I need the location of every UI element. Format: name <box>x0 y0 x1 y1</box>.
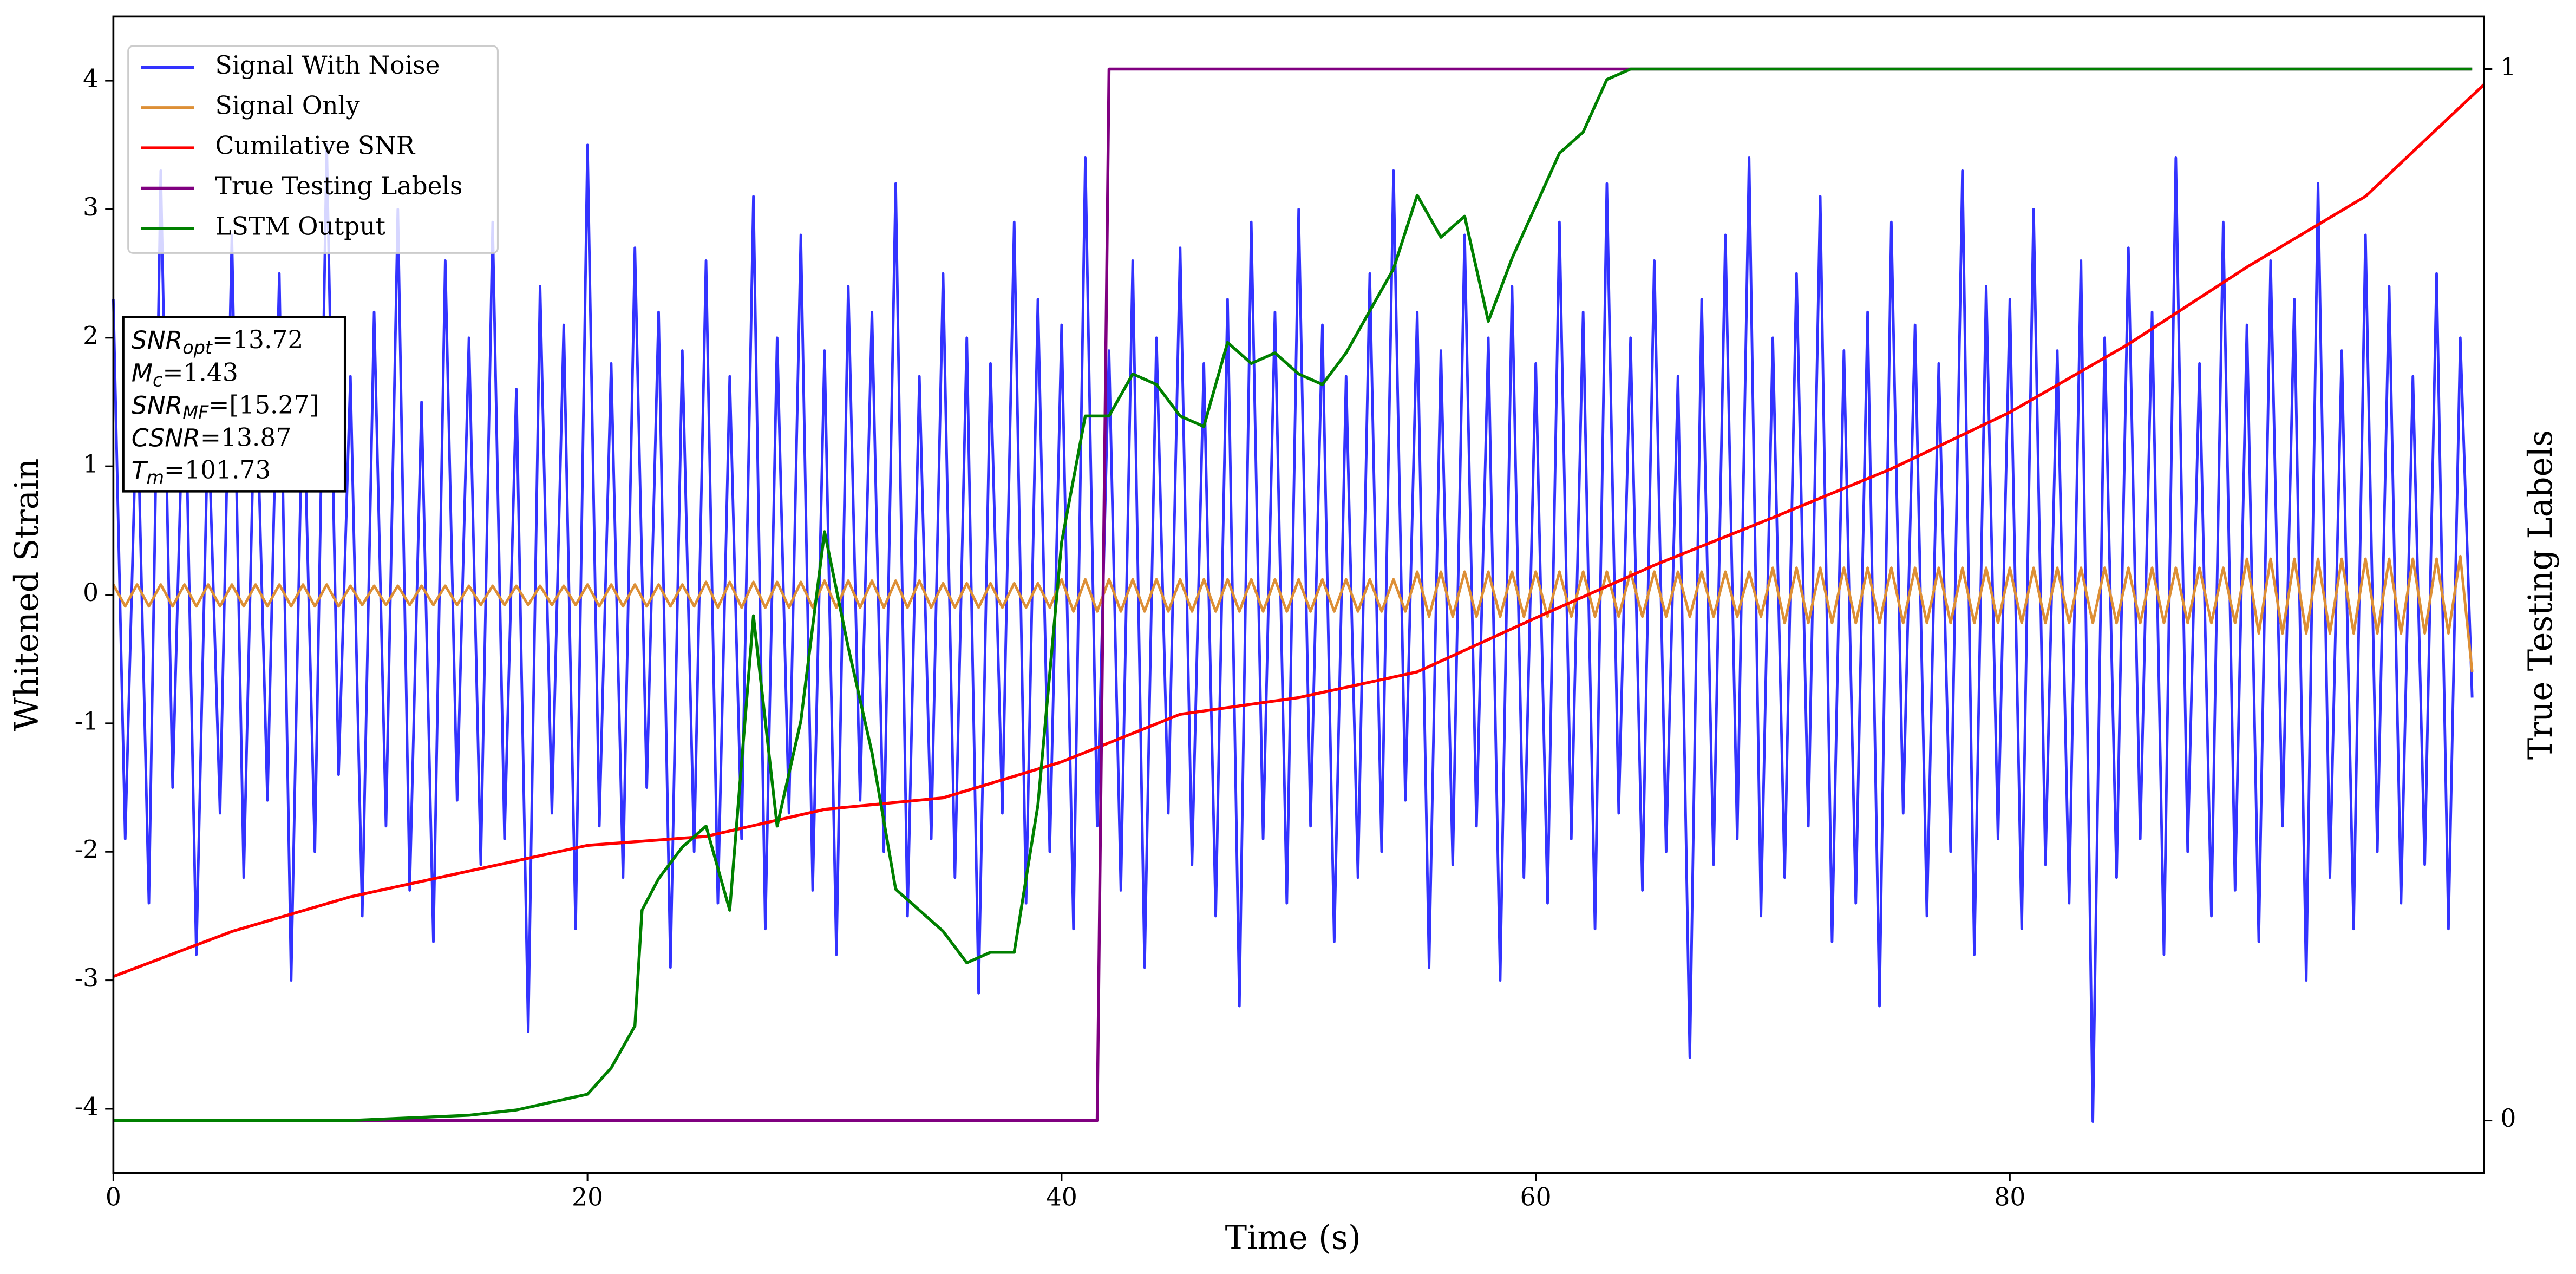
annotation-line: Mc=1.43 <box>132 358 238 390</box>
series-line <box>112 143 2474 1123</box>
annotation-name: SNR <box>132 326 183 355</box>
legend-box <box>127 45 499 254</box>
annotation-line: CSNR=13.87 <box>132 423 292 452</box>
annotation-line: SNRopt=13.72 <box>132 325 304 358</box>
series-line <box>112 554 2474 672</box>
x-tick-label: 80 <box>1994 1183 2025 1212</box>
x-tick-label: 20 <box>572 1183 603 1212</box>
x-tick-label: 0 <box>106 1183 121 1212</box>
x-tick-label: 40 <box>1046 1183 1077 1212</box>
legend-label: True Testing Labels <box>215 172 463 200</box>
legend-label: Cumilative SNR <box>215 132 416 160</box>
y-tick-label: 0 <box>83 578 99 607</box>
series-line <box>113 67 2473 1122</box>
y-tick-label: 2 <box>83 321 99 350</box>
annotation-sub: MF <box>182 402 209 423</box>
x-tick-label: 60 <box>1520 1183 1552 1212</box>
y-tick-label: -3 <box>75 964 99 992</box>
y-axis-label: Whitened Strain <box>8 459 46 731</box>
y2-axis-label: True Testing Labels <box>2522 430 2560 760</box>
legend-label: Signal With Noise <box>215 51 440 80</box>
y-tick-label: 4 <box>83 64 99 93</box>
annotation-name: T <box>132 456 148 485</box>
legend-label: Signal Only <box>215 91 360 120</box>
y-tick-label: -1 <box>75 707 99 735</box>
annotation-name: SNR <box>132 391 183 420</box>
annotation-value: =101.73 <box>164 455 271 484</box>
annotation-value: =1.43 <box>162 358 238 387</box>
annotation-value: =13.87 <box>200 423 291 452</box>
annotation-value: =[15.27] <box>208 390 319 419</box>
x-axis-label: Time (s) <box>1225 1219 1361 1257</box>
annotation-value: =13.72 <box>212 325 303 354</box>
y2-tick-label: 1 <box>2500 53 2516 81</box>
annotation-sub: m <box>147 467 165 488</box>
annotation: SNRopt=13.72Mc=1.43SNRMF=[15.27]CSNR=13.… <box>122 316 346 493</box>
y-tick-label: 1 <box>83 450 99 479</box>
annotation-name: M <box>132 358 153 387</box>
y2-tick-label: 0 <box>2500 1104 2516 1133</box>
annotation-line: Tm=101.73 <box>132 455 271 488</box>
annotation-sub: opt <box>182 337 213 358</box>
legend: Signal With Noise Signal Only Cumilative S… <box>127 45 499 254</box>
series-line <box>113 83 2485 978</box>
annotation-sub: c <box>153 369 162 390</box>
y-tick-label: 3 <box>83 193 99 221</box>
plot-area <box>112 67 2485 1123</box>
annotation-line: SNRMF=[15.27] <box>132 390 319 423</box>
y-tick-label: -2 <box>75 835 99 864</box>
legend-label: LSTM Output <box>215 212 385 240</box>
y-tick-label: -4 <box>75 1092 99 1121</box>
annotation-name: CSNR <box>132 423 200 452</box>
annotation-box <box>122 316 346 493</box>
